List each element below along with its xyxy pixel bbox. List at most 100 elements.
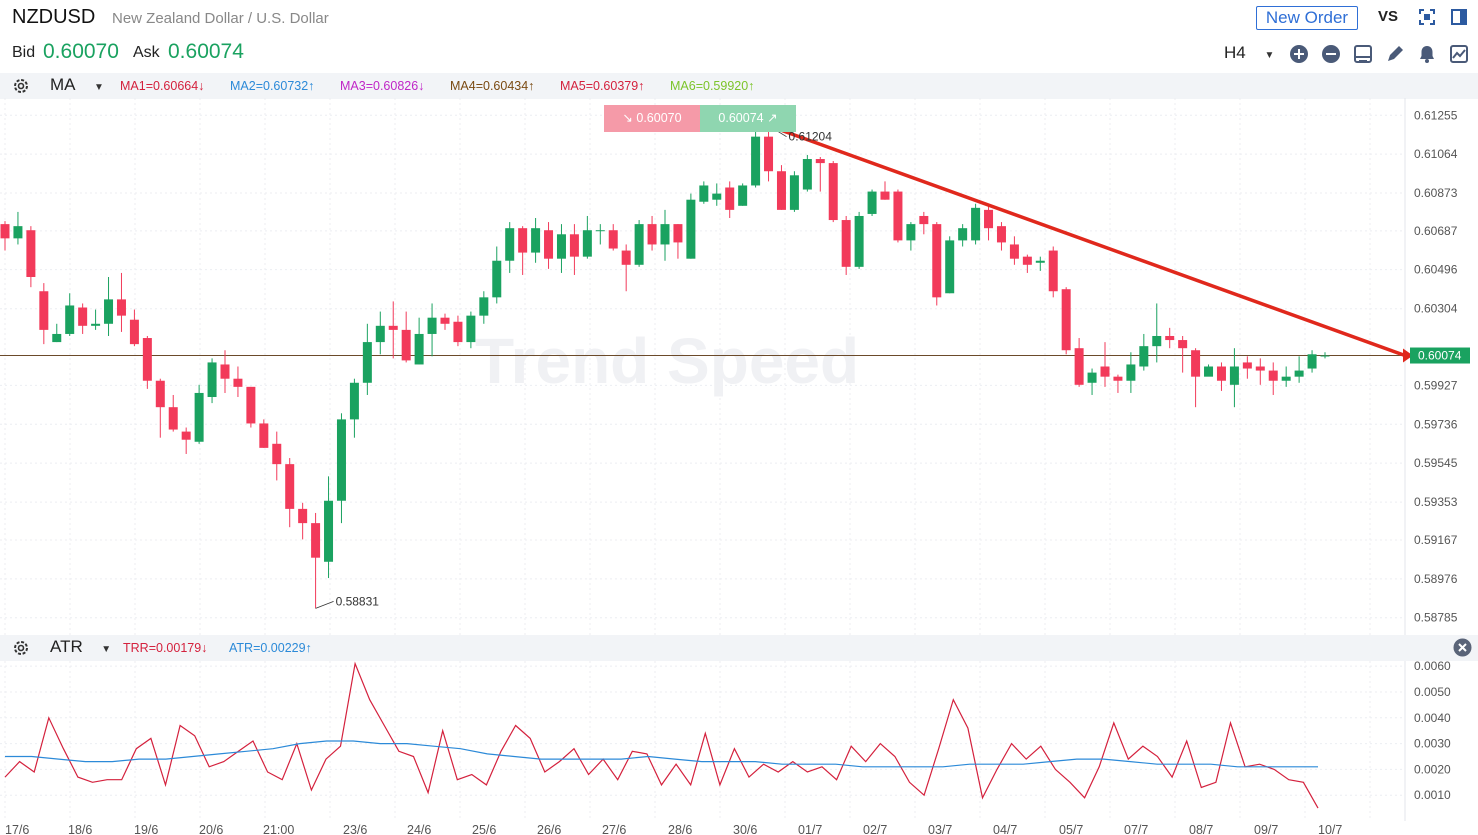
buy-price-button[interactable]: 0.60074 ↗ (700, 105, 796, 132)
candle-body (906, 224, 916, 241)
watermark-text: Trend Speed (475, 325, 859, 397)
x-tick-label: 02/7 (863, 823, 887, 835)
settings-icon[interactable] (12, 77, 30, 95)
candle-body (259, 423, 269, 448)
y-tick-label: 0.59927 (1414, 378, 1458, 392)
candle-body (142, 338, 152, 381)
candle-body (52, 333, 62, 343)
candle-body (427, 317, 437, 334)
x-tick-label: 05/7 (1059, 823, 1083, 835)
candle-body (505, 228, 515, 261)
candle-body (1229, 366, 1239, 385)
candle-body (104, 299, 114, 324)
candle-body (220, 364, 230, 379)
candle-body (1152, 335, 1162, 347)
sell-price-button[interactable]: ↘ 0.60070 (604, 105, 700, 132)
atr-chart[interactable]: 0.0060 0.0050 0.0040 0.0030 0.0020 0.0010 17/6… (0, 661, 1478, 835)
candle-body (246, 386, 256, 424)
x-tick-label: 10/7 (1318, 823, 1342, 835)
y-tick-label: 0.0010 (1414, 788, 1451, 802)
candle-body (1126, 364, 1136, 381)
candle-body (1307, 354, 1317, 369)
candle-body (854, 215, 864, 267)
chevron-down-icon: ▼ (1264, 50, 1275, 61)
x-tick-label: 20/6 (199, 823, 223, 835)
candle-body (958, 228, 968, 241)
trr-value: TRR=0.00179↓ (123, 641, 208, 655)
ma-indicator-select[interactable]: MA ▼ (50, 75, 104, 95)
x-tick-label: 09/7 (1254, 823, 1278, 835)
candle-body (388, 325, 398, 330)
y-tick-label: 0.60496 (1414, 263, 1458, 277)
atr-indicator-label: ATR (50, 637, 83, 656)
new-order-button[interactable]: New Order (1256, 6, 1358, 30)
pencil-icon[interactable] (1385, 44, 1405, 64)
candle-body (453, 321, 463, 343)
timeframe-select[interactable]: H4 ▼ (1224, 43, 1274, 63)
candle-body (272, 443, 282, 465)
candle-body (440, 317, 450, 324)
candle-body (298, 508, 308, 524)
y-tick-label: 0.0050 (1414, 685, 1451, 699)
x-tick-label: 21:00 (263, 823, 294, 835)
close-icon[interactable] (1453, 638, 1472, 657)
y-tick-label: 0.0030 (1414, 737, 1451, 751)
ask-value: 0.60074 (168, 40, 244, 63)
candle-body (841, 220, 851, 267)
candle-body (673, 224, 683, 243)
layout-icon[interactable] (1353, 44, 1373, 64)
y-tick-label: 0.58785 (1414, 611, 1458, 625)
candle-body (531, 228, 541, 253)
x-tick-label: 27/6 (602, 823, 626, 835)
candle-body (595, 230, 605, 232)
zoom-out-icon[interactable] (1321, 44, 1341, 64)
candle-body (1035, 260, 1045, 263)
timeframe-value: H4 (1224, 43, 1246, 62)
series-line-trr (4, 661, 1319, 809)
ma4-value: MA4=0.60434↑ (450, 79, 535, 93)
candle-body (932, 224, 942, 298)
x-tick-label: 19/6 (134, 823, 158, 835)
price-chart[interactable]: 0.61255 0.61064 0.60873 0.60687 0.60496 0.603… (0, 98, 1478, 635)
x-tick-label: 01/7 (798, 823, 822, 835)
y-tick-label: 0.59167 (1414, 533, 1458, 547)
settings-icon[interactable] (12, 639, 30, 657)
candle-body (880, 191, 890, 200)
atr-indicator-select[interactable]: ATR ▼ (50, 637, 111, 657)
candle-body (1022, 256, 1032, 265)
chevron-down-icon: ▼ (101, 644, 112, 655)
panel-icon[interactable] (1450, 8, 1468, 26)
zoom-in-icon[interactable] (1289, 44, 1309, 64)
x-tick-label: 18/6 (68, 823, 92, 835)
vs-button[interactable]: VS (1378, 8, 1399, 25)
atr-value: ATR=0.00229↑ (229, 641, 312, 655)
bid-label: Bid (12, 44, 36, 61)
ma-indicator-label: MA (50, 75, 76, 94)
candle-body (91, 323, 101, 326)
candle-body (996, 226, 1006, 243)
candle-body (401, 329, 411, 361)
candle-body (1268, 370, 1278, 381)
candle-body (1178, 340, 1188, 349)
last-price-tag (1410, 347, 1470, 364)
candle-body (984, 209, 994, 229)
fullscreen-icon[interactable] (1418, 8, 1436, 26)
ma5-value: MA5=0.60379↑ (560, 79, 645, 93)
bell-icon[interactable] (1417, 44, 1437, 64)
candle-body (634, 224, 644, 265)
symbol-title: NZDUSD (12, 6, 96, 28)
candle-body (751, 136, 761, 186)
y-tick-label: 0.59736 (1414, 417, 1458, 431)
atr-indicator-bar: ATR ▼ TRR=0.00179↓ ATR=0.00229↑ (0, 635, 1478, 661)
annotation-leader (315, 600, 334, 609)
annotation-label: 0.61204 (789, 130, 833, 144)
candle-body (1242, 362, 1252, 369)
ma2-value: MA2=0.60732↑ (230, 79, 315, 93)
chart-icon[interactable] (1449, 44, 1469, 64)
candle-body (362, 342, 372, 383)
candle-body (660, 224, 670, 245)
candle-body (116, 299, 126, 316)
candle-body (518, 228, 528, 253)
candle-body (1191, 350, 1201, 377)
candle-body (776, 171, 786, 210)
